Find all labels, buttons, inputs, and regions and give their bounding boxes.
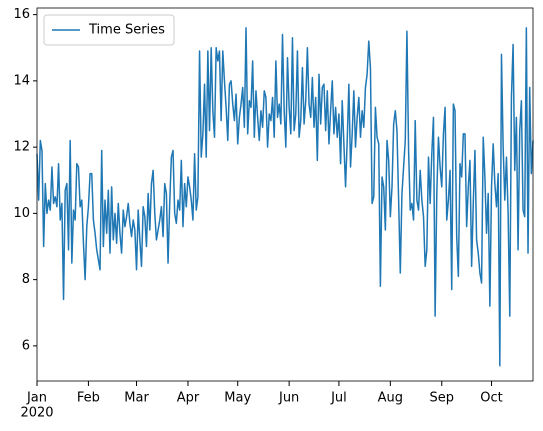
x-tick-label: Jan xyxy=(26,391,47,406)
line-series xyxy=(36,27,534,367)
y-tick-label: 6 xyxy=(22,338,30,353)
x-tick-label: Feb xyxy=(77,391,100,406)
x-tick-label: Apr xyxy=(177,391,200,406)
plot-frame xyxy=(36,7,534,382)
legend-box xyxy=(43,14,175,46)
x-tick-label: Jul xyxy=(330,391,347,406)
x-tick-label: Sep xyxy=(430,391,455,406)
x-tick-label: Mar xyxy=(124,391,149,406)
legend-label: Time Series xyxy=(88,23,165,38)
x-year-label: 2020 xyxy=(20,406,53,421)
y-tick-label: 14 xyxy=(13,73,30,88)
y-tick-label: 12 xyxy=(13,140,30,155)
y-tick-label: 10 xyxy=(13,206,30,221)
y-tick-label: 8 xyxy=(22,272,30,287)
x-tick-label: Aug xyxy=(378,391,403,406)
y-tick-label: 16 xyxy=(13,7,30,22)
x-tick-label: Jun xyxy=(278,391,299,406)
x-tick-label: Oct xyxy=(480,391,502,406)
x-tick-label: May xyxy=(224,391,251,406)
